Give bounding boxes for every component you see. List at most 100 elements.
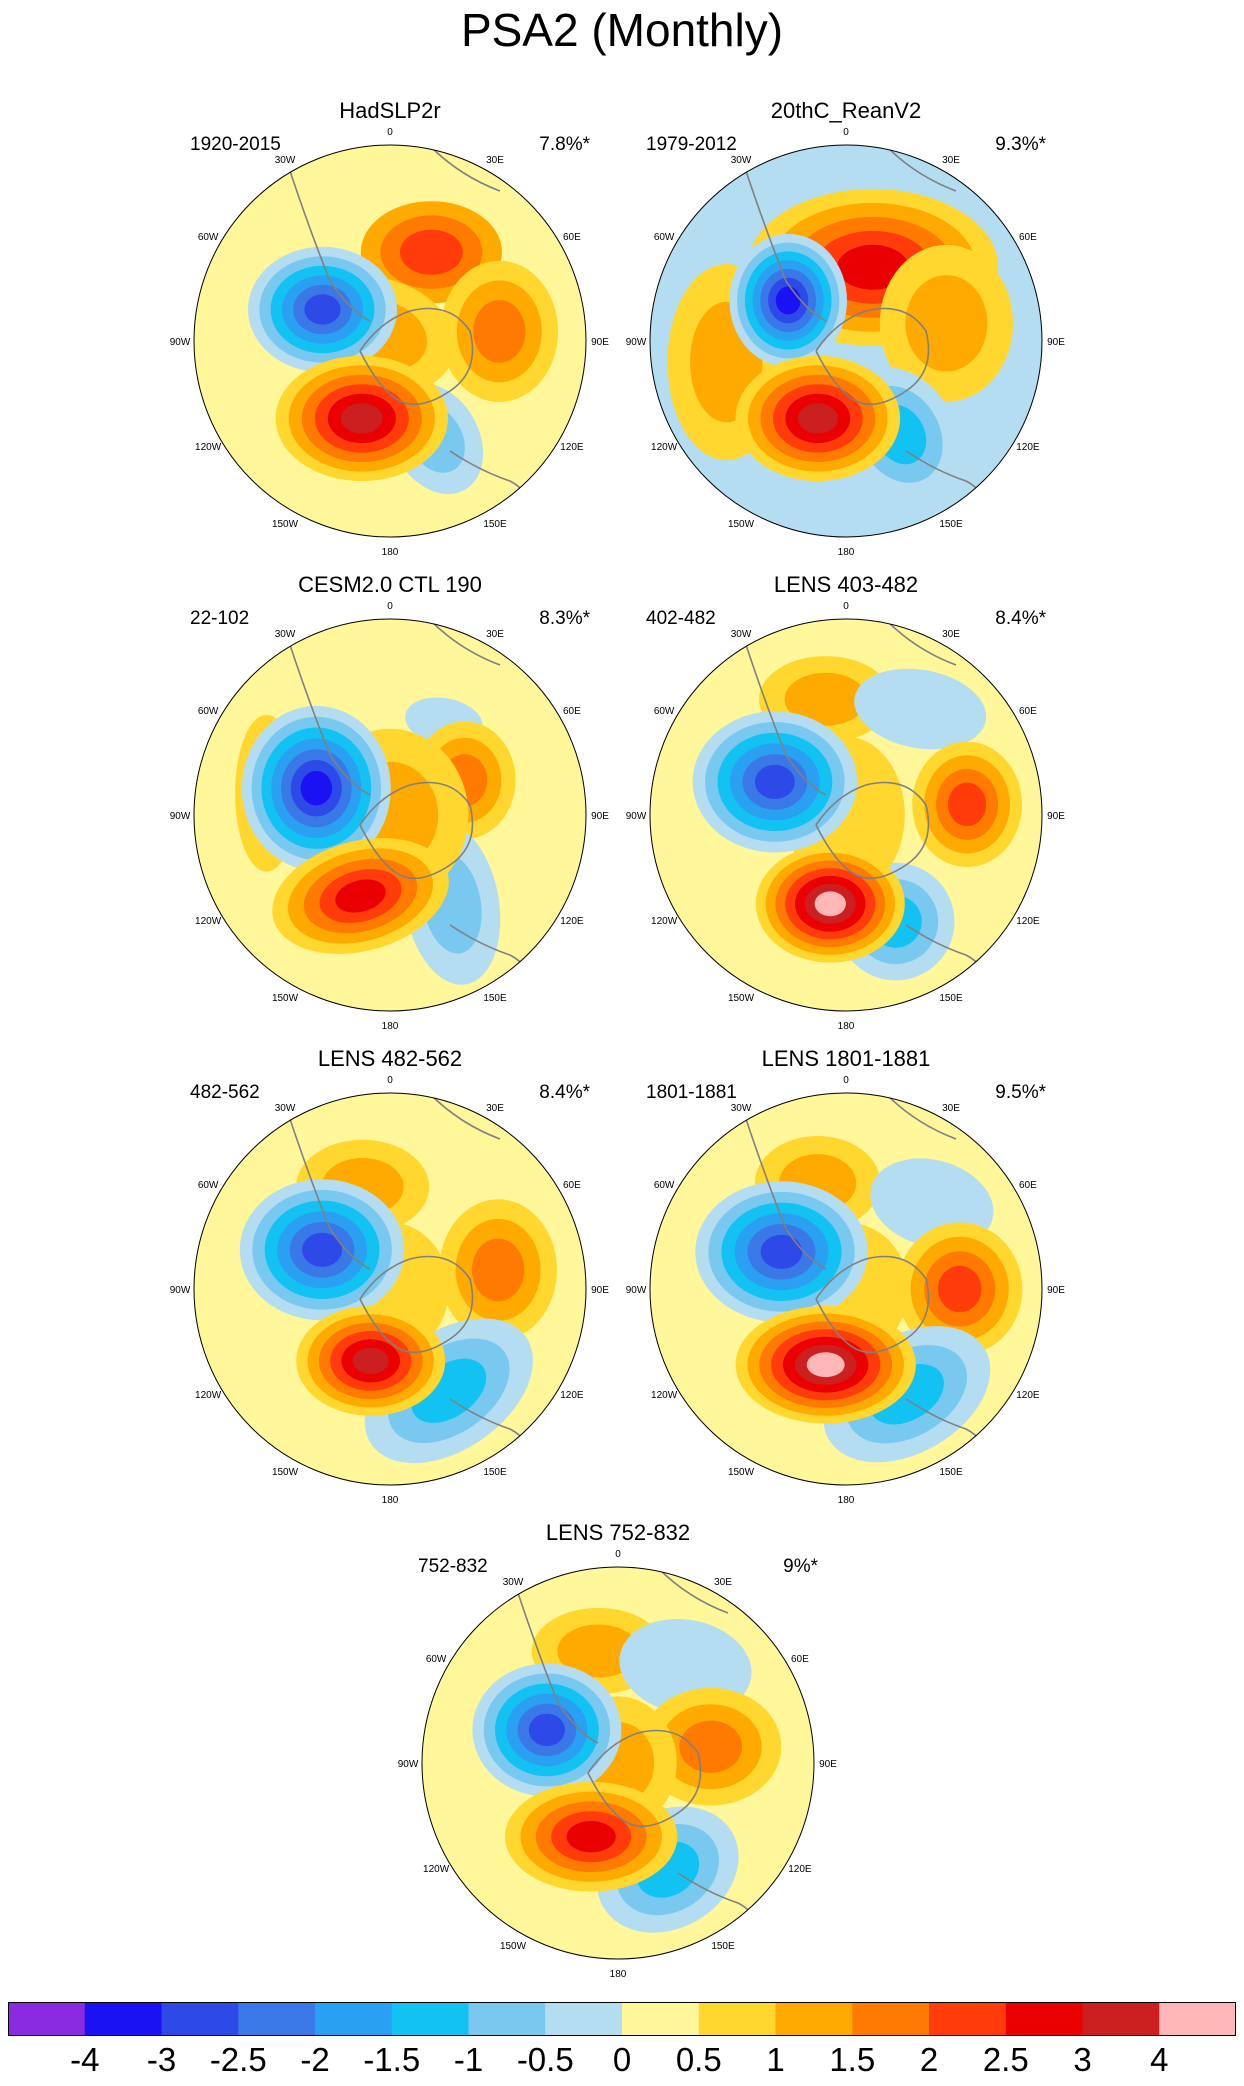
coastline <box>429 145 501 192</box>
longitude-label: 150E <box>483 519 507 530</box>
coastline <box>745 1118 827 1270</box>
longitude-label: 60E <box>1019 706 1037 717</box>
longitude-label: 90W <box>170 1285 191 1296</box>
colorbar-swatch <box>8 2002 86 2036</box>
longitude-label: 120E <box>560 1390 584 1401</box>
colorbar-tick-label: -3 <box>146 2041 177 2078</box>
longitude-label: 90E <box>591 337 609 348</box>
colorbar-tick-label: 0.5 <box>675 2041 722 2078</box>
longitude-label: 0 <box>387 1075 393 1086</box>
longitude-label: 150W <box>272 1467 299 1478</box>
panel-variance: 8.3%* <box>539 608 590 629</box>
contour-region <box>528 1713 565 1747</box>
longitude-label: 30W <box>275 155 296 166</box>
panel-title: HadSLP2r <box>339 98 441 123</box>
coastline <box>289 1118 371 1270</box>
longitude-label: 30W <box>731 1103 752 1114</box>
longitude-label: 90E <box>1047 1285 1065 1296</box>
contour-region <box>472 1238 525 1302</box>
longitude-label: 30E <box>942 155 960 166</box>
longitude-label: 150W <box>728 519 755 530</box>
polar-map: 0 30W 30E 60W 60E 90W 90E 120W 120E 150W 150E 180 <box>170 601 610 1032</box>
longitude-label: 60W <box>426 1654 447 1665</box>
longitude-label: 60W <box>198 706 219 717</box>
colorbar-swatch <box>161 2002 239 2036</box>
longitude-label: 120W <box>651 916 678 927</box>
contour-region <box>304 294 341 325</box>
longitude-label: 30E <box>714 1577 732 1588</box>
longitude-label: 60W <box>198 1180 219 1191</box>
colorbar-tick-label: 2 <box>919 2041 939 2078</box>
longitude-label: 120W <box>195 916 222 927</box>
longitude-label: 90W <box>170 811 191 822</box>
coastline <box>745 170 827 322</box>
panel-variance: 8.4%* <box>539 1082 590 1103</box>
panel-years: 752-832 <box>418 1556 488 1577</box>
longitude-label: 0 <box>843 601 849 612</box>
longitude-label: 30E <box>942 1103 960 1114</box>
colorbar-swatch <box>1082 2002 1160 2036</box>
map-outline <box>649 618 1043 1012</box>
longitude-label: 0 <box>843 1075 849 1086</box>
longitude-label: 60W <box>654 1180 675 1191</box>
map-panel: LENS 752-832 752-832 9%* 0 30W 30E 60W 60E 90W 90… <box>398 1520 838 1990</box>
longitude-label: 90E <box>1047 337 1065 348</box>
longitude-label: 180 <box>610 1969 627 1980</box>
polar-map: 0 30W 30E 60W 60E 90W 90E 120W 120E 150W 150E 180 <box>626 601 1066 1032</box>
polar-map: 0 30W 30E 60W 60E 90W 90E 120W 120E 150W 150E 180 <box>170 127 610 558</box>
longitude-label: 30W <box>731 629 752 640</box>
colorbar-swatch <box>84 2002 162 2036</box>
polar-map: 0 30W 30E 60W 60E 90W 90E 120W 120E 150W 150E 180 <box>626 127 1066 558</box>
contour-region <box>760 1234 803 1269</box>
panel-variance: 9%* <box>783 1556 818 1577</box>
longitude-label: 150E <box>939 519 963 530</box>
longitude-label: 60E <box>1019 1180 1037 1191</box>
coastline <box>359 781 474 880</box>
panel-title: 20thC_ReanV2 <box>770 98 922 123</box>
contour-region <box>905 275 988 372</box>
longitude-label: 120E <box>1016 442 1040 453</box>
colorbar-frame <box>8 2002 1236 2036</box>
longitude-label: 180 <box>382 1021 399 1032</box>
coastline <box>745 644 827 796</box>
panel-title: LENS 403-482 <box>773 572 919 597</box>
colorbar-labels: -4 -3 -2.5 -2 -1.5 -1 -0.5 0 0.5 1 1.5 2 2.5 3 4 <box>8 2040 1236 2080</box>
panel-years: 22-102 <box>190 608 250 629</box>
colorbar-swatch <box>775 2002 853 2036</box>
contour-region <box>948 782 987 827</box>
longitude-label: 60E <box>1019 232 1037 243</box>
panel-years: 1801-1881 <box>646 1082 737 1103</box>
panel-years: 1979-2012 <box>646 134 737 155</box>
panel-variance: 9.3%* <box>995 134 1046 155</box>
colorbar-tick-label: -0.5 <box>516 2041 574 2078</box>
colorbar-tick-label: 3 <box>1073 2041 1092 2078</box>
longitude-label: 120E <box>788 1864 812 1875</box>
longitude-label: 30W <box>503 1577 524 1588</box>
longitude-label: 90W <box>626 337 647 348</box>
longitude-label: 60W <box>198 232 219 243</box>
longitude-label: 60E <box>563 1180 581 1191</box>
colorbar-swatch <box>622 2002 700 2036</box>
colorbar-tick-label: -1 <box>453 2041 484 2078</box>
map-outline <box>193 1092 587 1486</box>
longitude-label: 30E <box>486 1103 504 1114</box>
longitude-label: 90W <box>398 1759 419 1770</box>
coastline <box>657 1567 729 1614</box>
contour-region <box>566 1821 616 1853</box>
contour-region <box>340 403 383 434</box>
colorbar <box>8 2002 1236 2036</box>
longitude-label: 90E <box>591 1285 609 1296</box>
longitude-label: 150W <box>728 993 755 1004</box>
longitude-label: 90E <box>1047 811 1065 822</box>
panel-years: 482-562 <box>190 1082 260 1103</box>
longitude-label: 30E <box>942 629 960 640</box>
colorbar-swatch <box>852 2002 930 2036</box>
colorbar-tick-label: 2.5 <box>982 2041 1029 2078</box>
colorbar-tick-label: -2 <box>300 2041 330 2078</box>
longitude-label: 60E <box>563 232 581 243</box>
longitude-label: 120W <box>195 442 222 453</box>
map-panel: 20thC_ReanV2 1979-2012 9.3%* 0 30W 30E 60W 60E 9… <box>626 98 1066 568</box>
contour-region <box>352 1347 389 1375</box>
polar-map: 0 30W 30E 60W 60E 90W 90E 120W 120E 150W 150E 180 <box>398 1549 838 1980</box>
colorbar-swatch <box>698 2002 776 2036</box>
